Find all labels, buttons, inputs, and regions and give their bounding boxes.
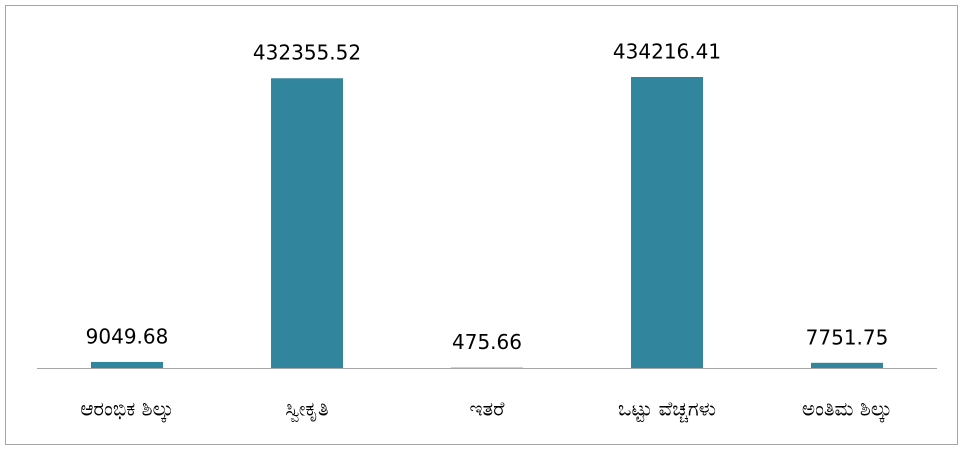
x-tick-label: ಇತರೆ	[470, 397, 505, 421]
bar	[811, 362, 883, 368]
bar	[631, 77, 703, 368]
value-label: 475.66	[452, 330, 522, 354]
bar	[271, 78, 343, 368]
value-label: 434216.41	[613, 40, 721, 64]
value-label: 7751.75	[806, 325, 889, 349]
x-tick-label: ಒಟ್ಟು ವೆಚ್ಚಗಳು	[618, 397, 716, 423]
bar	[91, 361, 163, 368]
x-tick-label: ಅಂತಿಮ ಶಿಲ್ಕು	[802, 397, 892, 423]
value-label: 9049.68	[86, 324, 169, 348]
value-label: 432355.52	[253, 41, 361, 65]
x-tick-label: ಆರಂಭಿಕ ಶಿಲ್ಕು	[80, 397, 174, 423]
x-tick-label: ಸ್ವೀಕೃತಿ	[285, 397, 328, 423]
chart-border	[5, 5, 958, 445]
